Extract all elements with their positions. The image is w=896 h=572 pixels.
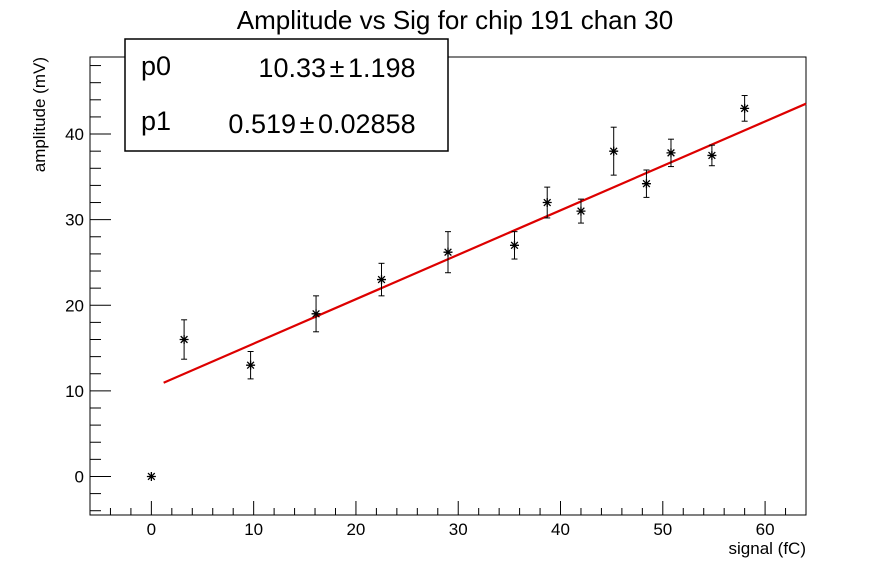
stat-p1-name: p1 xyxy=(141,106,171,136)
y-tick-label: 40 xyxy=(65,125,84,144)
fit-stats-box: p0 10.33 ± 1.198 p1 0.519 ± 0.02858 xyxy=(124,38,449,152)
y-tick-label: 30 xyxy=(65,211,84,230)
x-tick-label: 40 xyxy=(551,520,570,539)
y-tick-label: 20 xyxy=(65,296,84,315)
stat-p0-pm: ± xyxy=(330,53,345,83)
y-tick-label: 10 xyxy=(65,382,84,401)
x-tick-label: 60 xyxy=(756,520,775,539)
data-point xyxy=(609,126,619,176)
data-point xyxy=(707,144,717,167)
data-point xyxy=(443,231,453,274)
data-point xyxy=(377,262,387,297)
y-tick-label: 0 xyxy=(75,467,84,486)
stat-p1-error: 0.02858 xyxy=(318,109,416,139)
star-marker xyxy=(707,150,717,160)
x-tick-label: 20 xyxy=(346,520,365,539)
star-marker xyxy=(576,206,586,216)
star-marker xyxy=(311,309,321,319)
star-marker xyxy=(443,247,453,257)
y-axis: 0 10 20 30 40 xyxy=(65,65,111,512)
x-tick-label: 0 xyxy=(147,520,156,539)
x-axis: 0 10 20 30 40 50 60 xyxy=(89,501,807,539)
x-tick-label: 10 xyxy=(244,520,263,539)
star-marker xyxy=(740,103,750,113)
star-marker xyxy=(377,275,387,285)
data-points-layer xyxy=(146,95,750,481)
x-axis-label: signal (fC) xyxy=(729,539,806,558)
fit-line xyxy=(163,102,807,384)
data-point xyxy=(542,186,552,219)
fit-line-layer xyxy=(163,102,807,384)
stat-p0-name: p0 xyxy=(141,51,171,81)
star-marker xyxy=(146,471,156,481)
stat-p0-error: 1.198 xyxy=(348,53,416,83)
stats-box-frame xyxy=(124,38,449,152)
data-point xyxy=(641,169,651,198)
data-point xyxy=(179,319,189,360)
stat-p1-pm: ± xyxy=(300,109,315,139)
data-point xyxy=(311,295,321,333)
data-point xyxy=(740,95,750,122)
data-point xyxy=(666,138,676,168)
chart-title: Amplitude vs Sig for chip 191 chan 30 xyxy=(237,5,673,35)
y-axis-label: amplitude (mV) xyxy=(30,57,49,172)
star-marker xyxy=(641,179,651,189)
stat-p1-value: 0.519 xyxy=(228,109,296,139)
x-tick-label: 30 xyxy=(449,520,468,539)
star-marker xyxy=(179,335,189,345)
star-marker xyxy=(542,198,552,208)
star-marker xyxy=(666,148,676,158)
data-point xyxy=(576,198,586,224)
stat-p0-value: 10.33 xyxy=(258,53,326,83)
data-point xyxy=(246,350,256,380)
star-marker xyxy=(609,146,619,156)
data-point xyxy=(509,231,519,260)
star-marker xyxy=(246,360,256,370)
star-marker xyxy=(509,240,519,250)
data-point xyxy=(146,471,156,481)
x-tick-label: 50 xyxy=(653,520,672,539)
